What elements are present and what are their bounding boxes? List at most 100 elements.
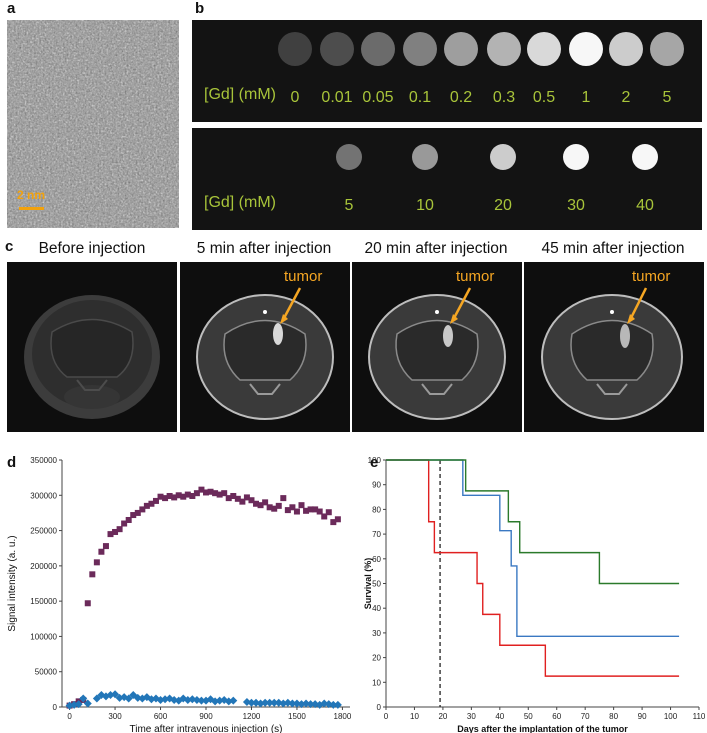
- phantom-concentration-row2-2: 20: [494, 197, 512, 214]
- phantom-row-2-circles: 5 10 20 30 40: [336, 144, 658, 214]
- phantom-concentration-row1-6: 0.5: [533, 89, 555, 106]
- phantom-0.5mM-row1: 0.5: [527, 32, 561, 106]
- panel-label-d: d: [7, 454, 17, 471]
- d-point: [180, 493, 187, 500]
- d-point: [116, 526, 123, 533]
- d-point: [284, 507, 291, 514]
- e-ytick-label: 70: [372, 530, 381, 539]
- d-point: [130, 512, 137, 519]
- phantom-concentration-row1-1: 0.01: [321, 89, 352, 106]
- d-point: [212, 490, 219, 497]
- d-point: [197, 696, 206, 705]
- phantom-concentration-row2-1: 10: [416, 197, 434, 214]
- d-point: [266, 504, 273, 511]
- tumor-label-20min: tumor: [456, 268, 495, 285]
- e-xtick-label: 10: [410, 712, 419, 721]
- phantom-row-1-circles: 0 0.01 0.05 0.1 0.2 0.3 0.5 1 2 5: [278, 32, 684, 106]
- d-point: [171, 494, 178, 501]
- d-point: [92, 694, 101, 703]
- phantom-circle-row2-4: [632, 144, 658, 170]
- phantom-concentration-row2-3: 30: [567, 197, 585, 214]
- brain-scan-45min: [541, 287, 683, 420]
- d-point: [121, 520, 128, 527]
- tumor-label-5min: tumor: [284, 268, 323, 285]
- phantom-concentration-row1-2: 0.05: [362, 89, 393, 106]
- d-xtick-label: 1800: [334, 712, 352, 721]
- d-point: [330, 519, 337, 526]
- d-point: [306, 700, 315, 709]
- d-point: [65, 701, 74, 710]
- d-xtick-label: 1500: [288, 712, 306, 721]
- d-point: [203, 489, 209, 496]
- d-point: [115, 693, 124, 702]
- d-point: [84, 600, 91, 607]
- d-point: [312, 506, 319, 513]
- d-point: [89, 571, 96, 578]
- d-point: [270, 698, 279, 707]
- phantom-0.2mM-row1: 0.2: [444, 32, 478, 106]
- e-ytick-label: 100: [368, 456, 382, 465]
- e-ytick-label: 30: [372, 629, 381, 638]
- d-ytick-label: 250000: [30, 527, 57, 536]
- e-xtick-label: 70: [581, 712, 590, 721]
- phantom-circle-row1-8: [609, 32, 643, 66]
- d-point: [175, 492, 182, 499]
- phantom-circle-row1-3: [403, 32, 437, 66]
- d-point: [102, 543, 109, 550]
- d-ytick-label: 200000: [30, 562, 57, 571]
- phantom-concentration-row1-0: 0: [291, 89, 300, 106]
- d-point: [139, 506, 146, 513]
- d-point: [216, 491, 223, 498]
- e-ytick-label: 80: [372, 505, 381, 514]
- d-point: [207, 488, 214, 495]
- phantom-circle-row1-1: [320, 32, 354, 66]
- d-ytick-label: 50000: [35, 668, 58, 677]
- d-point: [239, 498, 246, 505]
- d-point: [215, 696, 224, 705]
- e-xtick-label: 30: [467, 712, 476, 721]
- tumor-label-45min: tumor: [632, 268, 671, 285]
- d-point: [98, 548, 105, 555]
- d-point: [198, 486, 205, 493]
- d-ytick-label: 300000: [30, 491, 57, 500]
- d-ytick-label: 0: [53, 703, 58, 712]
- d-point: [152, 497, 159, 504]
- d-point: [321, 513, 328, 520]
- d-point: [192, 695, 201, 704]
- d-point: [329, 700, 338, 709]
- phantom-concentration-row1-7: 1: [582, 89, 591, 106]
- d-point: [262, 499, 269, 506]
- panel-label-b: b: [195, 0, 205, 17]
- phantom-circle-row2-3: [563, 144, 589, 170]
- e-xtick-label: 110: [693, 712, 706, 721]
- c-title-45min: 45 min after injection: [541, 240, 685, 257]
- d-point: [316, 508, 323, 515]
- d-point: [325, 509, 332, 516]
- d-point: [234, 495, 241, 502]
- e-xtick-label: 60: [552, 712, 561, 721]
- d-point: [129, 691, 138, 700]
- phantom-2mM-row1: 2: [609, 32, 643, 106]
- phantom-0.05mM-row1: 0.05: [361, 32, 395, 106]
- phantom-circle-row1-5: [487, 32, 521, 66]
- d-point: [111, 690, 120, 699]
- d-point: [211, 697, 220, 706]
- mri-20min-after: tumor: [352, 262, 522, 432]
- d-xtick-label: 1200: [243, 712, 261, 721]
- d-point: [147, 695, 156, 704]
- d-point: [83, 699, 92, 708]
- phantom-20mM-row2: 20: [490, 144, 516, 214]
- d-point: [157, 493, 164, 500]
- e-xtick-label: 50: [524, 712, 533, 721]
- d-point: [225, 495, 232, 502]
- d-point: [162, 495, 169, 502]
- e-xtick-label: 100: [664, 712, 678, 721]
- d-ytick-label: 100000: [30, 632, 57, 641]
- d-point: [174, 696, 183, 705]
- phantom-concentration-row1-3: 0.1: [409, 89, 431, 106]
- mri-before-injection: [7, 262, 177, 432]
- d-xtick-label: 300: [108, 712, 122, 721]
- tem-micrograph: 2 nm: [7, 20, 179, 228]
- d-point: [247, 698, 256, 707]
- phantom-circle-row2-2: [490, 144, 516, 170]
